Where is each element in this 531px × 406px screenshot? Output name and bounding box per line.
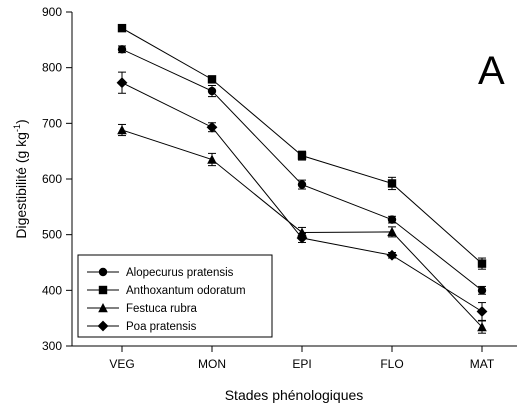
legend-marker-circle xyxy=(98,267,108,277)
data-point-triangle xyxy=(207,154,217,164)
x-tick-label: MON xyxy=(198,357,226,371)
y-tick-label: 400 xyxy=(42,283,62,297)
data-point-square xyxy=(207,75,217,84)
legend-box xyxy=(77,254,273,338)
data-point-square xyxy=(117,23,127,33)
y-tick-label: 300 xyxy=(42,339,62,353)
legend-entry: Anthoxantum odoratum xyxy=(87,285,246,297)
data-point-circle xyxy=(117,45,127,54)
data-point-square xyxy=(477,259,487,268)
data-point-diamond xyxy=(116,77,128,89)
data-point-square xyxy=(387,179,397,188)
y-tick-label: 500 xyxy=(42,228,62,242)
series-line xyxy=(121,48,483,291)
y-axis-title: Digestibilité (g kg-1) xyxy=(12,119,29,238)
data-point-circle xyxy=(477,286,487,295)
data-point-diamond xyxy=(296,232,308,244)
legend-marker-diamond xyxy=(97,320,109,332)
legend-entry: Poa pratensis xyxy=(87,320,197,333)
x-tick-label: MAT xyxy=(470,357,495,371)
data-point-triangle xyxy=(387,226,397,237)
x-tick-label: VEG xyxy=(109,357,134,371)
data-point-diamond xyxy=(386,249,398,261)
x-axis-ticks: VEG MON EPI FLO MAT xyxy=(109,346,495,371)
y-tick-label: 900 xyxy=(42,5,62,19)
legend: Alopecurus pratensis Anthoxantum odoratum… xyxy=(77,254,273,338)
legend-entry: Alopecurus pratensis xyxy=(87,267,234,279)
y-axis-title-end: ) xyxy=(13,119,29,124)
data-point-triangle xyxy=(117,125,127,135)
y-tick-label: 800 xyxy=(42,61,62,75)
legend-marker-triangle xyxy=(98,303,108,313)
legend-label: Alopecurus pratensis xyxy=(126,267,234,279)
legend-entry: Festuca rubra xyxy=(87,303,198,315)
y-axis-ticks: 300 400 500 600 700 800 900 xyxy=(42,5,72,353)
panel-letter: A xyxy=(478,49,505,93)
legend-label: Anthoxantum odoratum xyxy=(126,285,246,297)
y-tick-label: 600 xyxy=(42,172,62,186)
x-tick-label: FLO xyxy=(380,357,403,371)
legend-marker-square xyxy=(98,285,108,295)
series-square xyxy=(117,23,487,270)
plot-area xyxy=(116,23,488,334)
legend-label: Festuca rubra xyxy=(126,303,198,315)
data-point-diamond xyxy=(206,121,218,133)
series-circle xyxy=(117,45,487,295)
data-point-square xyxy=(297,151,307,160)
series-triangle xyxy=(117,123,487,334)
x-axis-title: Stades phénologiques xyxy=(225,387,364,403)
data-point-circle xyxy=(387,215,397,224)
data-point-diamond xyxy=(476,306,488,317)
x-tick-label: EPI xyxy=(292,357,311,371)
y-axis-title-sup: -1 xyxy=(12,124,22,132)
data-point-circle xyxy=(297,180,307,189)
legend-label: Poa pratensis xyxy=(126,321,197,333)
data-point-triangle xyxy=(477,322,487,332)
series-diamond xyxy=(116,71,488,321)
y-axis-title-main: Digestibilité (g kg xyxy=(13,132,29,239)
data-point-circle xyxy=(207,86,217,96)
y-tick-label: 700 xyxy=(42,116,62,130)
